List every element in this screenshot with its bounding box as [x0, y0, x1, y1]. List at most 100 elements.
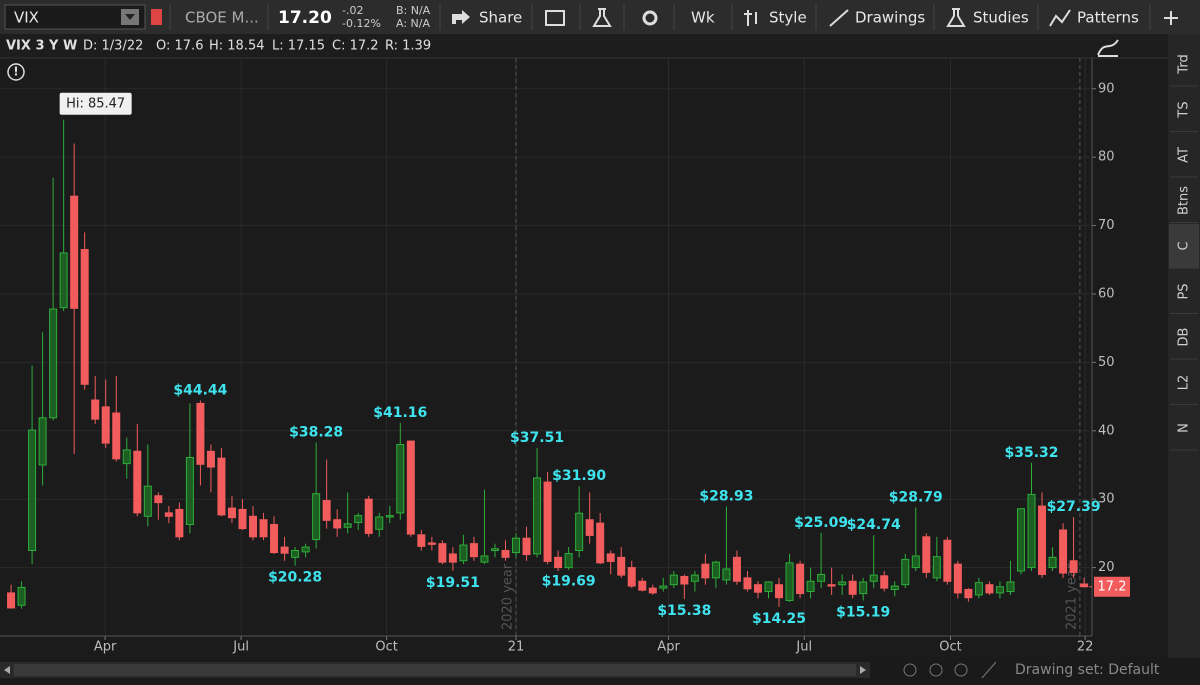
zoom-out-icon[interactable]	[954, 663, 968, 677]
candle-body	[932, 556, 941, 579]
last-price-box	[1094, 576, 1130, 597]
candle-body	[1006, 581, 1015, 593]
y-tick-label: 50	[1098, 355, 1115, 370]
candle-body	[206, 450, 215, 468]
header-range: R: 1.39	[385, 39, 431, 54]
candle-body	[659, 585, 668, 589]
x-tick-label: Apr	[94, 640, 117, 655]
candle-body	[564, 553, 573, 569]
price-annotation: $25.09	[794, 515, 848, 531]
candle-body	[785, 562, 794, 601]
candle-body	[1080, 583, 1089, 588]
y-tick-label: 20	[1098, 560, 1115, 575]
candle-body	[617, 556, 626, 576]
button[interactable]: Wk	[691, 9, 715, 27]
scale-icon[interactable]	[1097, 39, 1119, 57]
description: CBOE M...	[185, 9, 259, 27]
sidebar-tabs: Trd TS AT Btns C PS DB L2 N	[1169, 54, 1199, 451]
candle-body	[1016, 508, 1025, 572]
price-annotation: $41.16	[373, 405, 427, 421]
price-annotation: $20.28	[268, 570, 322, 586]
candle-body	[133, 450, 142, 514]
candle-body	[427, 542, 436, 545]
candle-body	[533, 477, 542, 555]
candle-body	[585, 519, 594, 536]
price-annotation: $35.32	[1004, 445, 1058, 461]
candle-body	[322, 500, 331, 521]
button[interactable]: Share	[479, 9, 522, 27]
sidebar-tab[interactable]: N	[1177, 423, 1192, 433]
x-tick-label: Apr	[657, 640, 680, 655]
sidebar-tab[interactable]: PS	[1177, 283, 1192, 299]
candle-body	[596, 522, 605, 564]
sidebar-tab[interactable]: Btns	[1177, 186, 1192, 215]
price-annotation: $28.93	[699, 489, 753, 505]
price-annotation: $15.19	[836, 604, 890, 620]
chart-title: VIX 3 Y W	[6, 39, 77, 54]
sidebar-tab[interactable]: AT	[1177, 147, 1192, 163]
info-icon[interactable]	[7, 63, 25, 81]
price-annotation: $28.79	[889, 489, 943, 505]
candle-body	[259, 519, 268, 538]
candle-body	[406, 440, 415, 535]
candle-body	[764, 581, 773, 593]
sidebar-tab[interactable]: Trd	[1177, 54, 1192, 74]
price-annotation: $15.38	[657, 603, 711, 619]
candle-body	[301, 546, 310, 553]
alert-badge[interactable]	[151, 9, 162, 25]
y-tick-label: 90	[1098, 81, 1115, 96]
button[interactable]: Patterns	[1077, 9, 1139, 27]
x-tick-label: 22	[1077, 640, 1094, 655]
drawings-icon	[829, 9, 849, 27]
price-annotation: $19.69	[542, 574, 596, 590]
x-tick-label: Oct	[375, 640, 397, 655]
candle-body	[627, 567, 636, 587]
candle-body	[343, 523, 352, 528]
candle-body	[880, 575, 889, 589]
y-tick-label: 70	[1098, 218, 1115, 233]
ask: A: N/A	[396, 17, 430, 30]
snapshot-icon[interactable]	[545, 10, 565, 26]
add-icon[interactable]	[1164, 11, 1178, 25]
candle-body	[827, 584, 836, 587]
candle-body	[101, 406, 110, 444]
candle-body	[59, 252, 68, 309]
last-price: 17.20	[278, 8, 332, 28]
candle-body	[38, 417, 47, 466]
scroll-thumb[interactable]	[14, 664, 856, 676]
crosshair-icon[interactable]	[903, 663, 917, 677]
candle-body	[354, 515, 363, 523]
button[interactable]: Drawings	[855, 9, 925, 27]
button[interactable]: Style	[769, 9, 807, 27]
candle-body	[711, 561, 720, 579]
year-label: 2020 year	[501, 563, 516, 630]
sidebar-tab[interactable]: L2	[1177, 375, 1192, 391]
candle-body	[396, 443, 405, 514]
candle-body	[775, 584, 784, 599]
candle-body	[522, 537, 531, 556]
x-tick-label: Oct	[939, 640, 961, 655]
sidebar-tab[interactable]: TS	[1177, 101, 1192, 118]
price-annotation: $14.25	[752, 611, 806, 627]
header-high: H: 18.54	[209, 39, 265, 54]
button[interactable]: Studies	[973, 9, 1029, 27]
sidebar-tab[interactable]: DB	[1177, 328, 1192, 347]
pencil-icon[interactable]	[981, 661, 997, 679]
candle-body	[606, 553, 615, 562]
style-icon	[744, 10, 757, 26]
flask-icon[interactable]	[592, 8, 612, 27]
candle-body	[817, 573, 826, 582]
sidebar-tab[interactable]: C	[1177, 241, 1192, 250]
candle-body	[164, 512, 173, 517]
zoom-in-icon[interactable]	[929, 663, 943, 677]
y-tick-label: 80	[1098, 150, 1115, 165]
sidebar	[1168, 34, 1200, 658]
dropdown-arrow	[125, 14, 135, 20]
y-tick-label: 60	[1098, 286, 1115, 301]
candle-body	[438, 543, 447, 563]
y-tick-label: 40	[1098, 423, 1115, 438]
settings-icon[interactable]	[642, 10, 658, 26]
candle-body	[480, 555, 489, 563]
candle-body	[753, 584, 762, 593]
